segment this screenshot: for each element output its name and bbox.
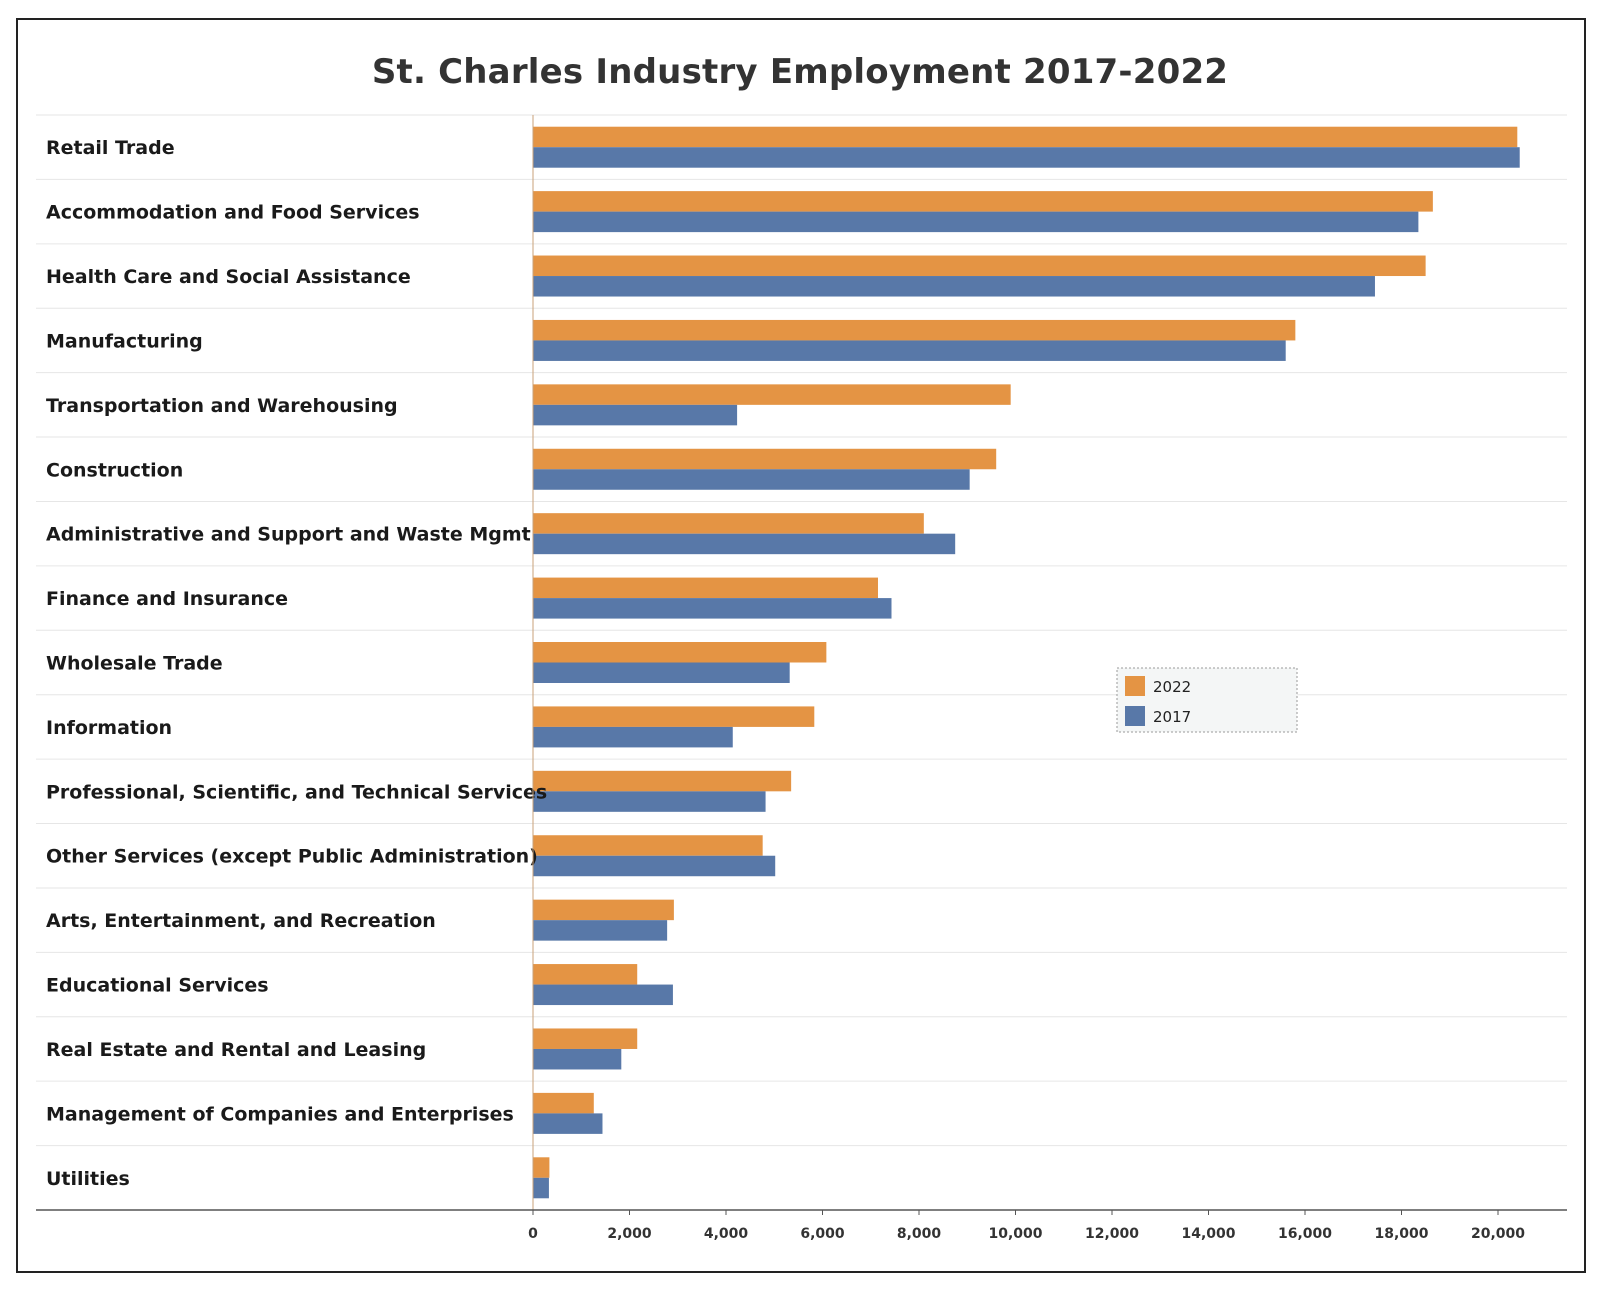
bar-2022-wholesale-trade bbox=[533, 642, 827, 663]
category-label-manufacturing: Manufacturing bbox=[46, 330, 203, 352]
bar-2017-arts-entertainment-and-recreation bbox=[533, 920, 668, 941]
category-labels: Retail Trade Accommodation and Food Servi… bbox=[46, 137, 547, 1190]
bar-2017-wholesale-trade bbox=[533, 662, 790, 683]
bar-2022-retail-trade bbox=[533, 126, 1518, 148]
legend-swatch-2017 bbox=[1125, 706, 1145, 726]
bar-2017-administrative-and-support-and-waste-mgmt bbox=[533, 533, 956, 555]
x-tick-label: 20,000 bbox=[1471, 1226, 1525, 1242]
x-tick-label: 0 bbox=[528, 1226, 538, 1242]
bar-2022-information bbox=[533, 706, 815, 727]
x-tick-label: 16,000 bbox=[1278, 1226, 1332, 1242]
bar-2017-retail-trade bbox=[533, 147, 1520, 168]
x-tick-label: 4,000 bbox=[704, 1226, 749, 1242]
legend-box bbox=[1116, 667, 1298, 733]
x-tick-label: 12,000 bbox=[1085, 1226, 1139, 1242]
bar-2022-construction bbox=[533, 448, 997, 470]
legend-swatch-2022 bbox=[1125, 676, 1145, 696]
category-label-wholesale-trade: Wholesale Trade bbox=[46, 653, 223, 675]
bar-2022-manufacturing bbox=[533, 319, 1296, 341]
bar-2017-finance-and-insurance bbox=[533, 598, 892, 619]
bar-2017-professional-scientific-and-technical-services bbox=[533, 791, 766, 812]
legend: 2022 2017 bbox=[1116, 667, 1298, 733]
category-label-management-of-companies-and-enterprises: Management of Companies and Enterprises bbox=[46, 1103, 514, 1125]
bar-2017-health-care-and-social-assistance bbox=[533, 276, 1375, 297]
bar-2022-accommodation-and-food-services bbox=[533, 191, 1433, 212]
category-label-arts-entertainment-and-recreation: Arts, Entertainment, and Recreation bbox=[46, 910, 436, 932]
bar-2022-arts-entertainment-and-recreation bbox=[533, 899, 674, 921]
bar-2022-professional-scientific-and-technical-services bbox=[533, 770, 792, 792]
bar-2017-real-estate-and-rental-and-leasing bbox=[533, 1048, 622, 1070]
bar-2017-educational-services bbox=[533, 984, 673, 1006]
bar-2017-other-services-except-public-administration bbox=[533, 855, 776, 877]
category-label-utilities: Utilities bbox=[46, 1168, 130, 1190]
bar-2017-accommodation-and-food-services bbox=[533, 211, 1419, 233]
bar-2022-real-estate-and-rental-and-leasing bbox=[533, 1028, 638, 1049]
category-label-construction: Construction bbox=[46, 459, 183, 481]
bar-2022-finance-and-insurance bbox=[533, 577, 878, 599]
category-label-finance-and-insurance: Finance and Insurance bbox=[46, 588, 288, 610]
x-tick-label: 8,000 bbox=[897, 1226, 942, 1242]
x-axis: 0 2,000 4,000 6,000 8,000 10,000 12,000 14,000 1… bbox=[36, 115, 1567, 1242]
bar-2022-administrative-and-support-and-waste-mgmt bbox=[533, 513, 924, 534]
bar-2017-manufacturing bbox=[533, 340, 1286, 361]
bar-2022-other-services-except-public-administration bbox=[533, 835, 763, 856]
category-label-administrative-and-support-and-waste-mgmt: Administrative and Support and Waste Mgm… bbox=[46, 524, 531, 546]
x-tick-label: 6,000 bbox=[800, 1226, 845, 1242]
bar-2022-utilities bbox=[533, 1157, 550, 1178]
bar-2017-information bbox=[533, 726, 733, 748]
x-tick-label: 14,000 bbox=[1181, 1226, 1235, 1242]
category-label-educational-services: Educational Services bbox=[46, 975, 269, 997]
bars-group bbox=[533, 126, 1520, 1199]
x-tick-label: 2,000 bbox=[607, 1226, 652, 1242]
legend-label-2022: 2022 bbox=[1153, 678, 1191, 696]
x-tick-label: 18,000 bbox=[1374, 1226, 1428, 1242]
bar-2017-management-of-companies-and-enterprises bbox=[533, 1113, 603, 1134]
category-label-other-services-except-public-administration: Other Services (except Public Administra… bbox=[46, 846, 538, 868]
category-label-professional-scientific-and-technical-services: Professional, Scientific, and Technical … bbox=[46, 781, 547, 803]
bar-2017-transportation-and-warehousing bbox=[533, 404, 738, 426]
bar-2022-management-of-companies-and-enterprises bbox=[533, 1092, 594, 1114]
category-label-accommodation-and-food-services: Accommodation and Food Services bbox=[46, 202, 420, 224]
bar-2022-health-care-and-social-assistance bbox=[533, 255, 1426, 277]
category-label-information: Information bbox=[46, 717, 172, 739]
legend-label-2017: 2017 bbox=[1153, 708, 1191, 726]
bar-2022-educational-services bbox=[533, 964, 638, 985]
category-label-transportation-and-warehousing: Transportation and Warehousing bbox=[46, 395, 398, 417]
bar-2017-construction bbox=[533, 469, 970, 490]
category-label-retail-trade: Retail Trade bbox=[46, 137, 175, 159]
category-label-health-care-and-social-assistance: Health Care and Social Assistance bbox=[46, 266, 411, 288]
bar-2017-utilities bbox=[533, 1177, 549, 1199]
x-tick-label: 10,000 bbox=[988, 1226, 1042, 1242]
bar-2022-transportation-and-warehousing bbox=[533, 384, 1011, 405]
category-label-real-estate-and-rental-and-leasing: Real Estate and Rental and Leasing bbox=[46, 1039, 426, 1061]
chart-title: St. Charles Industry Employment 2017-202… bbox=[371, 52, 1229, 92]
